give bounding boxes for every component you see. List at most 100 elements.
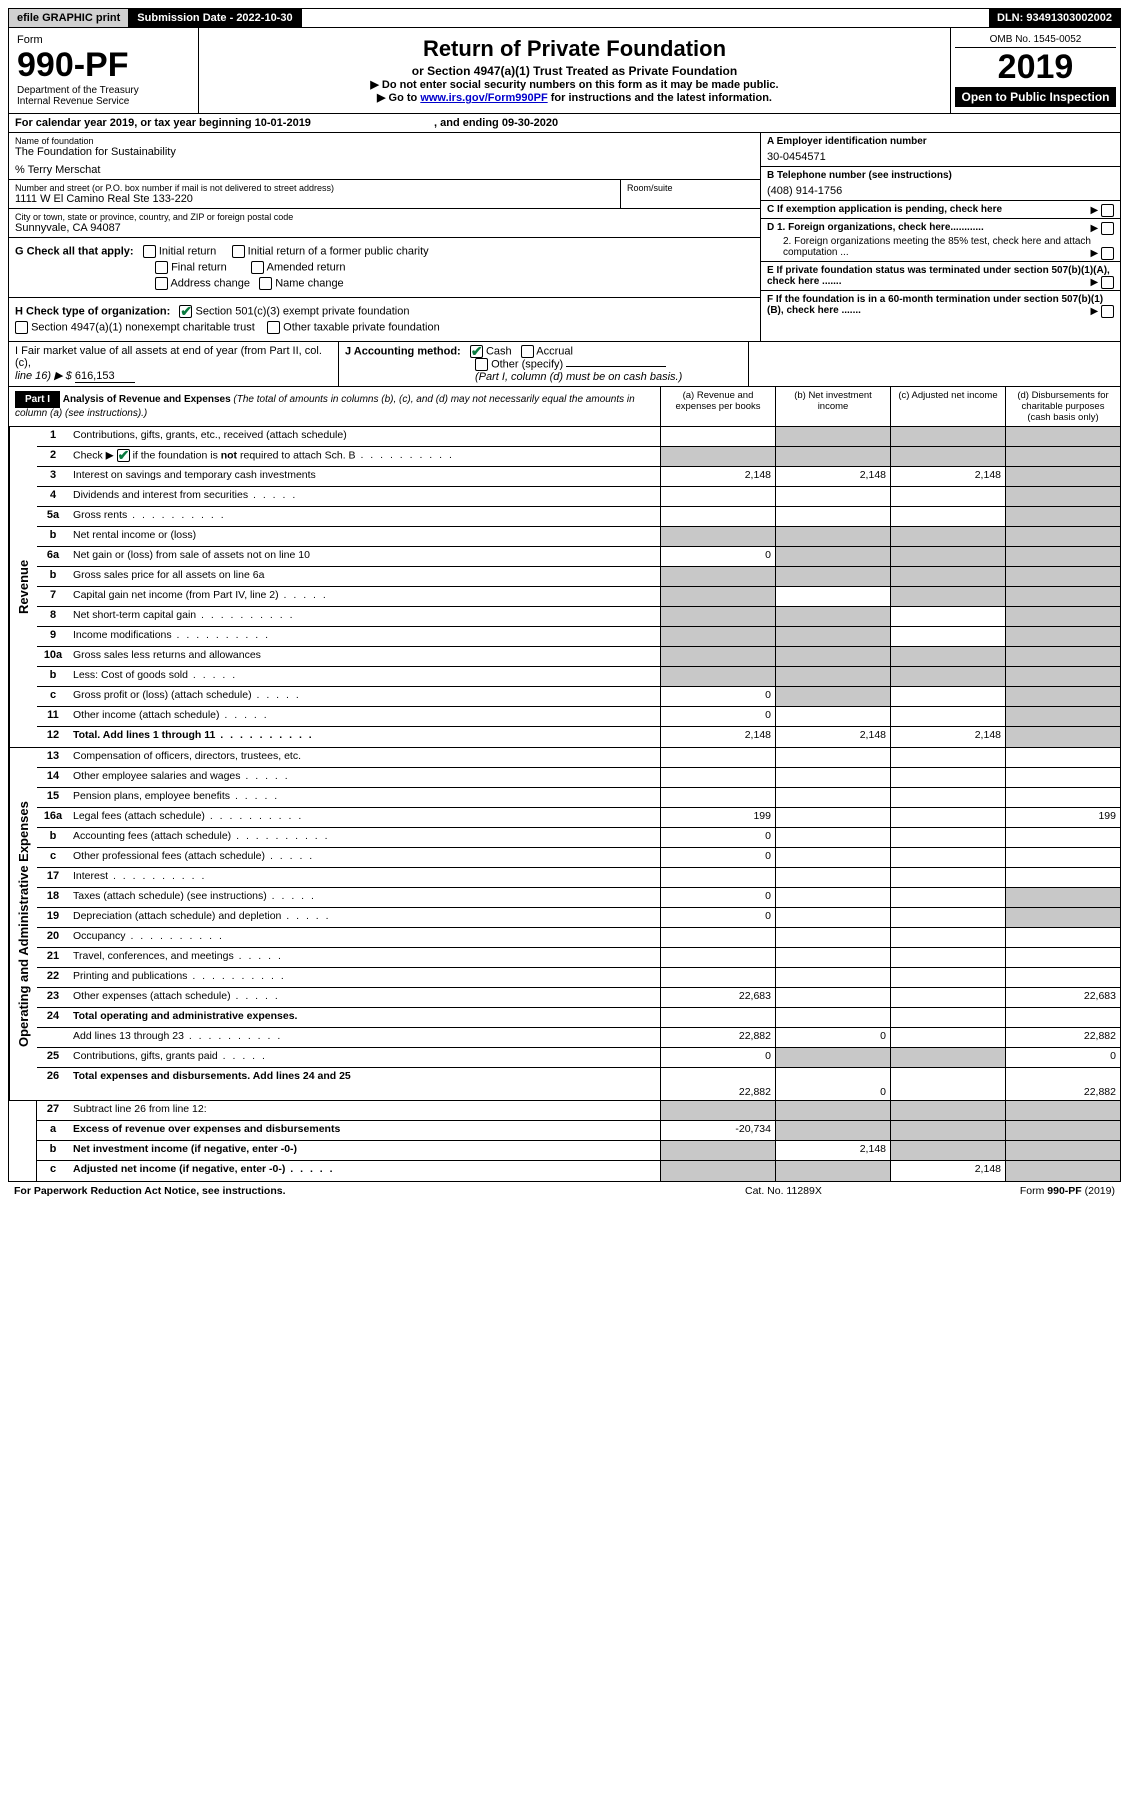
note-link: ▶ Go to www.irs.gov/Form990PF for instru… (207, 91, 942, 104)
l27c-c: 2,148 (890, 1161, 1005, 1181)
l10b-desc: Less: Cost of goods sold (69, 667, 660, 686)
l10c-a: 0 (660, 687, 775, 706)
opt-final: Final return (171, 261, 227, 273)
form990pf-link[interactable]: www.irs.gov/Form990PF (420, 92, 547, 104)
phone-value: (408) 914-1756 (767, 185, 1114, 197)
l22-desc: Printing and publications (69, 968, 660, 987)
j-label: J Accounting method: (345, 345, 461, 357)
l16c-desc: Other professional fees (attach schedule… (69, 848, 660, 867)
l16a-desc: Legal fees (attach schedule) (69, 808, 660, 827)
l6a-a: 0 (660, 547, 775, 566)
l23-a: 22,683 (660, 988, 775, 1007)
tax-year: 2019 (955, 48, 1116, 87)
opt-addr-change: Address change (170, 277, 250, 289)
chk-501c3[interactable] (179, 305, 192, 318)
page-footer: For Paperwork Reduction Act Notice, see … (8, 1182, 1121, 1200)
top-bar: efile GRAPHIC print Submission Date - 20… (8, 8, 1121, 28)
chk-initial-former[interactable] (232, 245, 245, 258)
form-header: Form 990-PF Department of the Treasury I… (8, 28, 1121, 114)
opt-name-change: Name change (275, 277, 344, 289)
col-a-head: (a) Revenue and expenses per books (660, 387, 775, 426)
l23-desc: Other expenses (attach schedule) (69, 988, 660, 1007)
addr-label: Number and street (or P.O. box number if… (15, 183, 614, 193)
l17-desc: Interest (69, 868, 660, 887)
l27a-a: -20,734 (660, 1121, 775, 1140)
chk-initial-return[interactable] (143, 245, 156, 258)
l25-a: 0 (660, 1048, 775, 1067)
section-g: G Check all that apply: Initial return I… (9, 238, 760, 298)
l25-desc: Contributions, gifts, grants paid (69, 1048, 660, 1067)
irs-label: Internal Revenue Service (17, 96, 190, 107)
chk-other-method[interactable] (475, 358, 488, 371)
chk-f[interactable] (1101, 305, 1114, 318)
form-ref: Form 990-PF (2019) (945, 1185, 1115, 1197)
cal-mid: , and ending (311, 117, 502, 129)
l24-b: 0 (775, 1028, 890, 1047)
paperwork-notice: For Paperwork Reduction Act Notice, see … (14, 1185, 745, 1197)
i-label: I Fair market value of all assets at end… (15, 345, 332, 369)
form-number: 990-PF (17, 46, 190, 85)
e-label: E If private foundation status was termi… (767, 265, 1110, 287)
efile-print-button[interactable]: efile GRAPHIC print (9, 9, 129, 27)
phone-label: B Telephone number (see instructions) (767, 170, 1114, 181)
note2-post: for instructions and the latest informat… (548, 92, 772, 104)
revenue-section: Revenue 1Contributions, gifts, grants, e… (8, 427, 1121, 748)
col-b-head: (b) Net investment income (775, 387, 890, 426)
l7-desc: Capital gain net income (from Part IV, l… (69, 587, 660, 606)
l1-desc: Contributions, gifts, grants, etc., rece… (69, 427, 660, 446)
cal-end: 09-30-2020 (502, 117, 558, 129)
chk-c[interactable] (1101, 204, 1114, 217)
chk-addr-change[interactable] (155, 277, 168, 290)
dept-treasury: Department of the Treasury (17, 85, 190, 96)
form-word: Form (17, 34, 190, 46)
chk-schb[interactable] (117, 449, 130, 462)
room-label: Room/suite (627, 183, 754, 193)
part1-title: Analysis of Revenue and Expenses (63, 394, 231, 405)
chk-name-change[interactable] (259, 277, 272, 290)
chk-final[interactable] (155, 261, 168, 274)
l12-desc: Total. Add lines 1 through 11 (69, 727, 660, 747)
chk-e[interactable] (1101, 276, 1114, 289)
l8-desc: Net short-term capital gain (69, 607, 660, 626)
chk-d1[interactable] (1101, 222, 1114, 235)
l5a-desc: Gross rents (69, 507, 660, 526)
l25-d: 0 (1005, 1048, 1120, 1067)
l16b-a: 0 (660, 828, 775, 847)
l2-desc: Check ▶ if the foundation is not require… (69, 447, 660, 466)
line27-section: 27Subtract line 26 from line 12: aExcess… (8, 1101, 1121, 1182)
submission-date: Submission Date - 2022-10-30 (129, 9, 301, 27)
j-note: (Part I, column (d) must be on cash basi… (475, 371, 682, 383)
opt-cash: Cash (486, 345, 512, 357)
chk-d2[interactable] (1101, 247, 1114, 260)
l16a-d: 199 (1005, 808, 1120, 827)
chk-other-taxable[interactable] (267, 321, 280, 334)
opt-other-taxable: Other taxable private foundation (283, 321, 440, 333)
chk-4947[interactable] (15, 321, 28, 334)
chk-amended[interactable] (251, 261, 264, 274)
name-label: Name of foundation (15, 136, 754, 146)
l16c-a: 0 (660, 848, 775, 867)
l16a-a: 199 (660, 808, 775, 827)
l3-c: 2,148 (890, 467, 1005, 486)
d2-label: 2. Foreign organizations meeting the 85%… (783, 236, 1091, 258)
i-line16: line 16) ▶ $ (15, 370, 75, 382)
omb-number: OMB No. 1545-0052 (955, 32, 1116, 48)
l4-desc: Dividends and interest from securities (69, 487, 660, 506)
chk-accrual[interactable] (521, 345, 534, 358)
opt-amended: Amended return (267, 261, 346, 273)
chk-cash[interactable] (470, 345, 483, 358)
l9-desc: Income modifications (69, 627, 660, 646)
l6a-desc: Net gain or (loss) from sale of assets n… (69, 547, 660, 566)
l24-d: 22,882 (1005, 1028, 1120, 1047)
l26-desc: Total expenses and disbursements. Add li… (69, 1068, 660, 1100)
c-label: C If exemption application is pending, c… (767, 204, 1002, 215)
i-fmv-value: 616,153 (75, 370, 135, 383)
l26-d: 22,882 (1005, 1068, 1120, 1100)
l26-a: 22,882 (660, 1068, 775, 1100)
opt-initial-former: Initial return of a former public charit… (248, 245, 429, 257)
l3-b: 2,148 (775, 467, 890, 486)
l27c-desc: Adjusted net income (if negative, enter … (69, 1161, 660, 1181)
opt-initial: Initial return (159, 245, 216, 257)
l18-a: 0 (660, 888, 775, 907)
city-label: City or town, state or province, country… (15, 212, 754, 222)
